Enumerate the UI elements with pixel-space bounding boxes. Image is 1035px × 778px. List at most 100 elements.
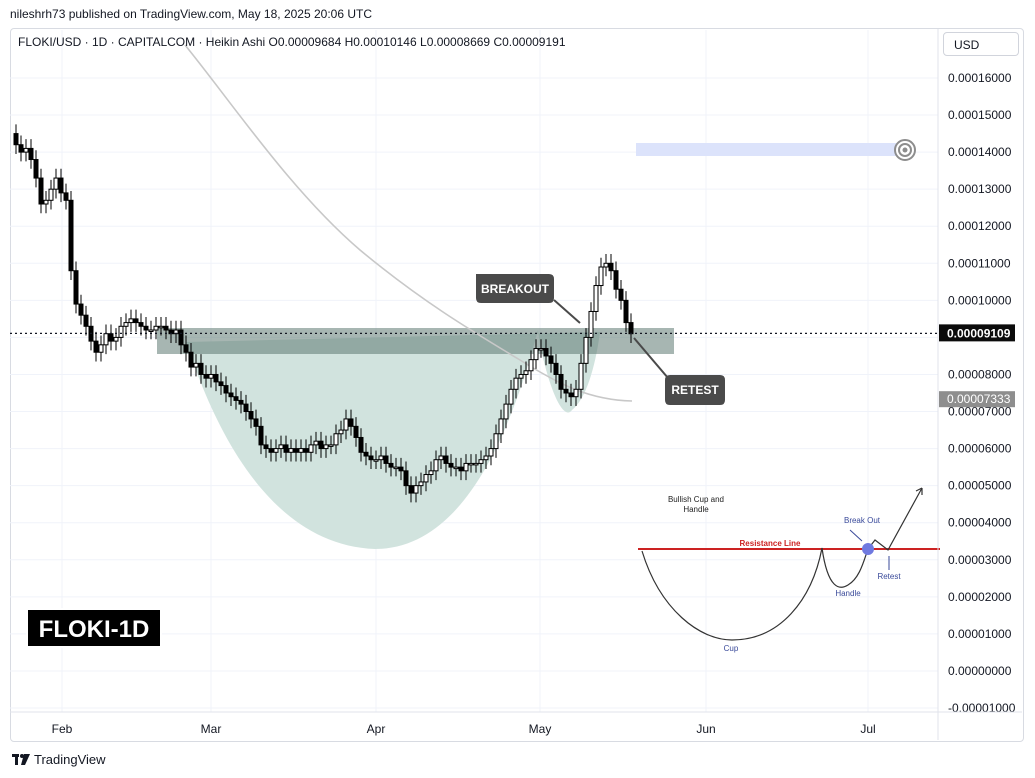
candle-down <box>133 318 139 324</box>
candle-down <box>73 270 79 305</box>
candle-up <box>53 177 59 190</box>
candle-up <box>128 318 134 324</box>
candle-down <box>358 436 364 453</box>
candle-up <box>523 370 529 375</box>
candle-up <box>278 444 284 450</box>
candle-up <box>43 199 49 205</box>
publisher-credit: nileshrh73 published on TradingView.com,… <box>10 7 372 21</box>
currency-button[interactable]: USD <box>943 32 1019 56</box>
candle-up <box>488 448 494 457</box>
candle-down <box>268 448 274 453</box>
candle-up <box>598 266 604 287</box>
candle-down <box>553 362 559 375</box>
tradingview-footer[interactable]: TradingView <box>12 752 106 767</box>
x-axis-tick-label: Apr <box>367 722 386 736</box>
candle-up <box>508 388 514 405</box>
symbol-legend: FLOKI/USD · 1D · CAPITALCOM · Heikin Ash… <box>18 35 566 49</box>
candle-up <box>158 325 164 329</box>
y-axis-tick-label: 0.00000000 <box>948 664 1012 678</box>
candle-down <box>163 325 169 331</box>
candle-up <box>208 373 214 379</box>
inset-breakout-arrow <box>849 529 863 542</box>
candle-down <box>303 448 309 453</box>
y-axis-tick-label: 0.00003000 <box>948 553 1012 567</box>
chart-frame <box>10 28 1024 742</box>
candle-down <box>623 299 629 324</box>
candle-up <box>478 459 484 464</box>
candle-down <box>93 340 99 353</box>
ohlc-high: H0.00010146 <box>344 35 417 49</box>
candle-down <box>548 355 554 364</box>
y-axis-tick-label: 0.00004000 <box>948 516 1012 530</box>
candle-up <box>153 325 159 331</box>
candle-up <box>288 448 294 453</box>
candle-up <box>473 462 479 466</box>
candle-down <box>348 418 354 427</box>
tradingview-brand: TradingView <box>34 752 106 767</box>
candle-down <box>18 144 24 153</box>
candle-up <box>313 440 319 446</box>
y-axis-tick-label: 0.00010000 <box>948 293 1012 307</box>
candle-down <box>368 455 374 461</box>
symbol-pair[interactable]: FLOKI/USD · 1D · CAPITALCOM · Heikin Ash… <box>18 35 266 49</box>
candle-up <box>423 474 429 483</box>
inset-title-line1: Bullish Cup and <box>668 495 724 504</box>
ticker-badge-label: FLOKI-1D <box>39 616 150 643</box>
candle-down <box>408 485 414 494</box>
candle-up <box>378 455 384 461</box>
target-icon-dot <box>902 147 908 153</box>
y-axis-tick-label: 0.00013000 <box>948 182 1012 196</box>
candle-up <box>323 444 329 450</box>
retest-callout <box>665 375 725 405</box>
ohlc-open: O0.00009684 <box>268 35 342 49</box>
candle-up <box>328 444 334 447</box>
candle-down <box>558 373 564 390</box>
candle-up <box>23 147 29 153</box>
inset-retest-label: Retest <box>877 572 901 581</box>
candle-down <box>543 348 549 357</box>
candle-down <box>38 177 44 205</box>
x-axis-tick-label: May <box>529 722 552 736</box>
candle-up <box>603 262 609 268</box>
candle-up <box>518 373 524 379</box>
resistance-zone <box>157 328 674 354</box>
candle-down <box>363 451 369 457</box>
candle-down <box>628 322 634 335</box>
candle-up <box>413 485 419 494</box>
candle-down <box>263 444 269 450</box>
candle-up <box>498 418 504 435</box>
y-axis-tick-label: 0.00006000 <box>948 442 1012 456</box>
candle-down <box>28 147 34 161</box>
candle-down <box>448 462 454 468</box>
candle-down <box>213 373 219 383</box>
candle-up <box>538 348 544 351</box>
candle-down <box>108 333 114 342</box>
candle-down <box>178 329 184 346</box>
ticker-badge <box>26 608 162 648</box>
candle-down <box>183 344 189 353</box>
candle-up <box>533 348 539 361</box>
candle-down <box>68 199 74 272</box>
candle-up <box>513 377 519 390</box>
y-axis-tick-label: 0.00005000 <box>948 479 1012 493</box>
candle-down <box>613 270 619 290</box>
candle-up <box>593 285 599 312</box>
candle-down <box>78 303 84 316</box>
moving-average-line <box>184 44 633 402</box>
ohlc-low: L0.00008669 <box>420 35 491 49</box>
candle-up <box>463 462 469 472</box>
inset-arrow-head <box>915 487 923 495</box>
candle-up <box>493 433 499 450</box>
candle-up <box>333 433 339 446</box>
breakout-pointer <box>553 299 581 324</box>
candle-up <box>428 470 434 476</box>
candle-up <box>468 462 474 466</box>
candle-down <box>243 403 249 413</box>
candle-up <box>103 333 109 346</box>
inset-breakout-dot <box>862 543 874 555</box>
candle-down <box>398 466 404 472</box>
candle-up <box>393 466 399 470</box>
retest-label: RETEST <box>671 383 719 397</box>
candle-down <box>33 159 39 179</box>
